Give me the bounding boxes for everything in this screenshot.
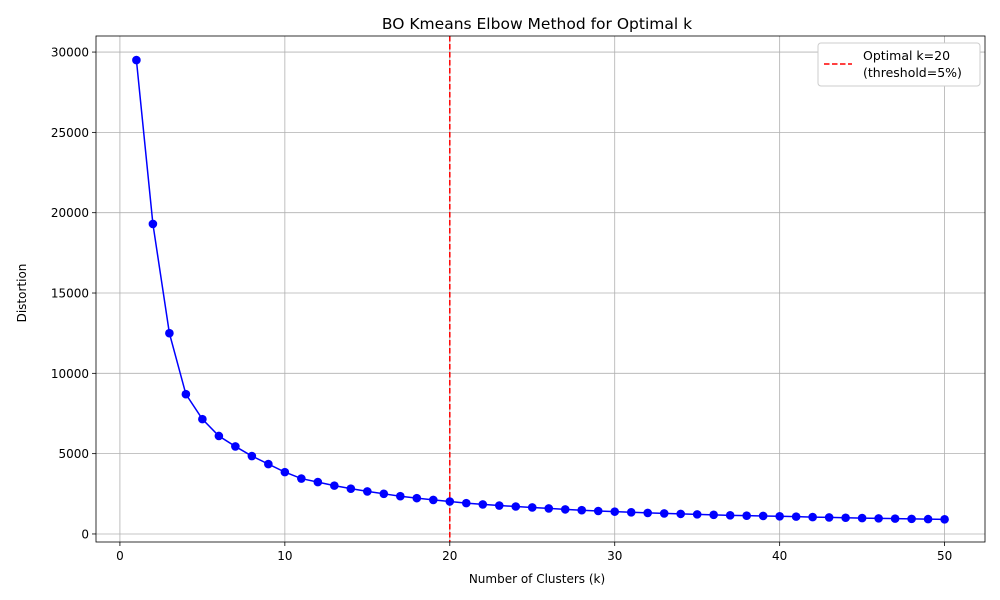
y-tick-label: 5000 bbox=[58, 447, 89, 461]
data-point bbox=[247, 451, 257, 461]
data-point bbox=[494, 501, 504, 510]
y-axis-label: Distortion bbox=[15, 264, 29, 323]
data-point bbox=[676, 509, 685, 519]
y-tick-label: 0 bbox=[81, 527, 89, 541]
data-point bbox=[725, 511, 735, 520]
data-point bbox=[907, 514, 916, 524]
y-tick-label: 30000 bbox=[51, 46, 89, 60]
data-point bbox=[824, 513, 834, 522]
y-tick-label: 15000 bbox=[51, 287, 89, 301]
data-point bbox=[165, 328, 174, 338]
x-tick-label: 40 bbox=[772, 549, 787, 563]
data-point bbox=[659, 509, 669, 518]
y-tick-label: 25000 bbox=[51, 126, 89, 140]
data-point bbox=[214, 431, 224, 441]
series-layer bbox=[132, 55, 949, 524]
data-point bbox=[593, 506, 603, 516]
x-tick-label: 50 bbox=[937, 549, 952, 563]
data-point bbox=[610, 507, 620, 516]
data-point bbox=[445, 497, 455, 506]
x-axis-label: Number of Clusters (k) bbox=[469, 572, 605, 586]
y-axis-ticks: 0 5000 10000 15000 20000 25000 30000 bbox=[51, 46, 96, 541]
data-point bbox=[132, 55, 141, 65]
data-point bbox=[313, 477, 323, 487]
data-point bbox=[280, 467, 290, 477]
data-point bbox=[560, 505, 570, 514]
legend-entry-threshold: (threshold=5%) bbox=[863, 65, 962, 80]
data-point bbox=[181, 389, 191, 399]
data-point bbox=[148, 219, 158, 229]
data-point bbox=[379, 489, 389, 499]
data-point bbox=[758, 511, 768, 521]
x-axis-ticks: 0 10 20 30 40 50 bbox=[116, 542, 952, 563]
y-tick-label: 10000 bbox=[51, 367, 89, 381]
data-point bbox=[330, 481, 339, 490]
plot-frame bbox=[95, 35, 986, 543]
data-point bbox=[626, 507, 636, 517]
data-point bbox=[346, 484, 356, 493]
grid bbox=[96, 36, 985, 542]
data-point bbox=[923, 514, 933, 524]
data-point bbox=[775, 511, 784, 521]
data-point bbox=[857, 513, 867, 523]
legend-box bbox=[817, 42, 981, 87]
data-point bbox=[874, 514, 883, 523]
data-point bbox=[527, 503, 537, 512]
data-point bbox=[396, 491, 405, 501]
data-point bbox=[264, 459, 273, 469]
data-point bbox=[198, 414, 207, 424]
distortion-line bbox=[135, 60, 945, 521]
data-point bbox=[808, 512, 817, 522]
data-point bbox=[890, 514, 900, 523]
x-tick-label: 30 bbox=[607, 549, 622, 563]
data-point bbox=[709, 510, 718, 520]
data-point bbox=[577, 505, 587, 515]
data-point bbox=[643, 508, 653, 518]
data-point bbox=[461, 498, 471, 508]
chart-title: BO Kmeans Elbow Method for Optimal k bbox=[382, 15, 692, 33]
data-point bbox=[231, 442, 240, 451]
data-point bbox=[478, 500, 488, 509]
data-point bbox=[692, 510, 702, 519]
data-point bbox=[363, 487, 372, 496]
y-tick-label: 20000 bbox=[51, 206, 89, 220]
data-point bbox=[742, 511, 751, 520]
data-point bbox=[841, 513, 850, 523]
x-tick-label: 20 bbox=[442, 549, 457, 563]
data-point bbox=[412, 493, 422, 503]
x-tick-label: 0 bbox=[116, 549, 124, 563]
data-point bbox=[297, 474, 306, 483]
x-tick-label: 10 bbox=[277, 549, 292, 563]
data-point bbox=[940, 515, 949, 524]
data-point bbox=[511, 502, 521, 511]
data-point bbox=[791, 512, 801, 521]
data-point bbox=[544, 504, 554, 513]
data-point bbox=[428, 495, 438, 505]
legend-entry-optimal-k: Optimal k=20 bbox=[863, 48, 950, 63]
legend: Optimal k=20 (threshold=5%) bbox=[817, 42, 981, 87]
